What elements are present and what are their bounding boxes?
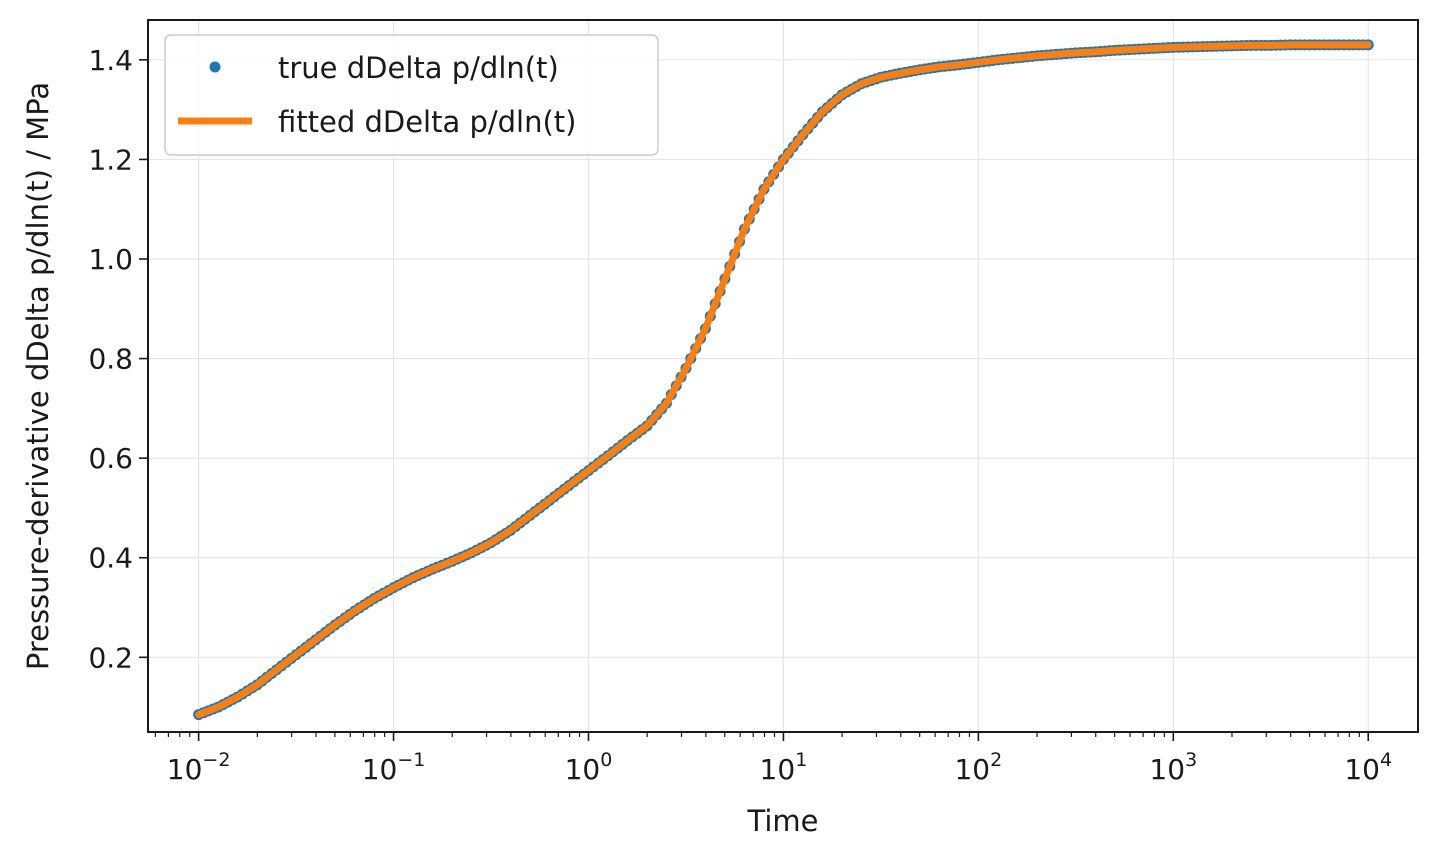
x-tick-label-base: 10 bbox=[1149, 753, 1185, 786]
y-axis-ticks: 0.2 0.4 0.6 0.8 1.0 1.2 1.4 bbox=[88, 44, 148, 674]
x-axis-ticks: 10−2 10−1 100 101 102 103 104 bbox=[167, 732, 1392, 786]
legend-label-true: true dDelta p/dln(t) bbox=[278, 51, 559, 85]
series-fitted-line bbox=[195, 41, 1372, 719]
legend-label-fitted: fitted dDelta p/dln(t) bbox=[278, 105, 577, 139]
x-tick-label-exponent: 1 bbox=[795, 749, 807, 771]
x-tick-label: 104 bbox=[1344, 749, 1392, 786]
x-axis-label: Time bbox=[747, 804, 819, 838]
x-tick-label: 103 bbox=[1149, 749, 1197, 786]
x-tick-label-exponent: −1 bbox=[397, 749, 425, 771]
x-tick-label-base: 10 bbox=[760, 753, 796, 786]
x-tick-label: 10−2 bbox=[167, 749, 231, 786]
legend: true dDelta p/dln(t) fitted dDelta p/dln… bbox=[164, 34, 659, 156]
legend-marker-true bbox=[209, 61, 221, 73]
plot-frame bbox=[147, 19, 1419, 733]
x-tick-label: 102 bbox=[954, 749, 1002, 786]
y-tick-label: 0.8 bbox=[88, 343, 133, 376]
x-tick-label: 100 bbox=[565, 749, 613, 786]
x-tick-label-base: 10 bbox=[954, 753, 990, 786]
y-axis-label: Pressure-derivative dDelta p/dln(t) / MP… bbox=[21, 82, 55, 670]
x-tick-label-base: 10 bbox=[362, 753, 398, 786]
y-tick-label: 0.6 bbox=[88, 442, 133, 475]
x-tick-label-base: 10 bbox=[1344, 753, 1380, 786]
x-tick-label-base: 10 bbox=[167, 753, 203, 786]
y-tick-label: 1.4 bbox=[88, 44, 133, 77]
plot-series bbox=[193, 39, 1374, 721]
grid bbox=[148, 20, 1418, 732]
y-tick-label: 0.2 bbox=[88, 641, 133, 674]
x-tick-label-base: 10 bbox=[565, 753, 601, 786]
y-tick-label: 0.4 bbox=[88, 542, 133, 575]
y-tick-label: 1.0 bbox=[88, 243, 133, 276]
legend-box bbox=[164, 34, 659, 156]
x-tick-label: 101 bbox=[760, 749, 808, 786]
y-tick-label: 1.2 bbox=[88, 143, 133, 176]
x-tick-label-exponent: −2 bbox=[202, 749, 230, 771]
x-tick-label-exponent: 3 bbox=[1185, 749, 1197, 771]
x-tick-label: 10−1 bbox=[362, 749, 426, 786]
x-tick-label-exponent: 2 bbox=[990, 749, 1002, 771]
x-tick-label-exponent: 4 bbox=[1380, 749, 1392, 771]
x-tick-label-exponent: 0 bbox=[600, 749, 612, 771]
